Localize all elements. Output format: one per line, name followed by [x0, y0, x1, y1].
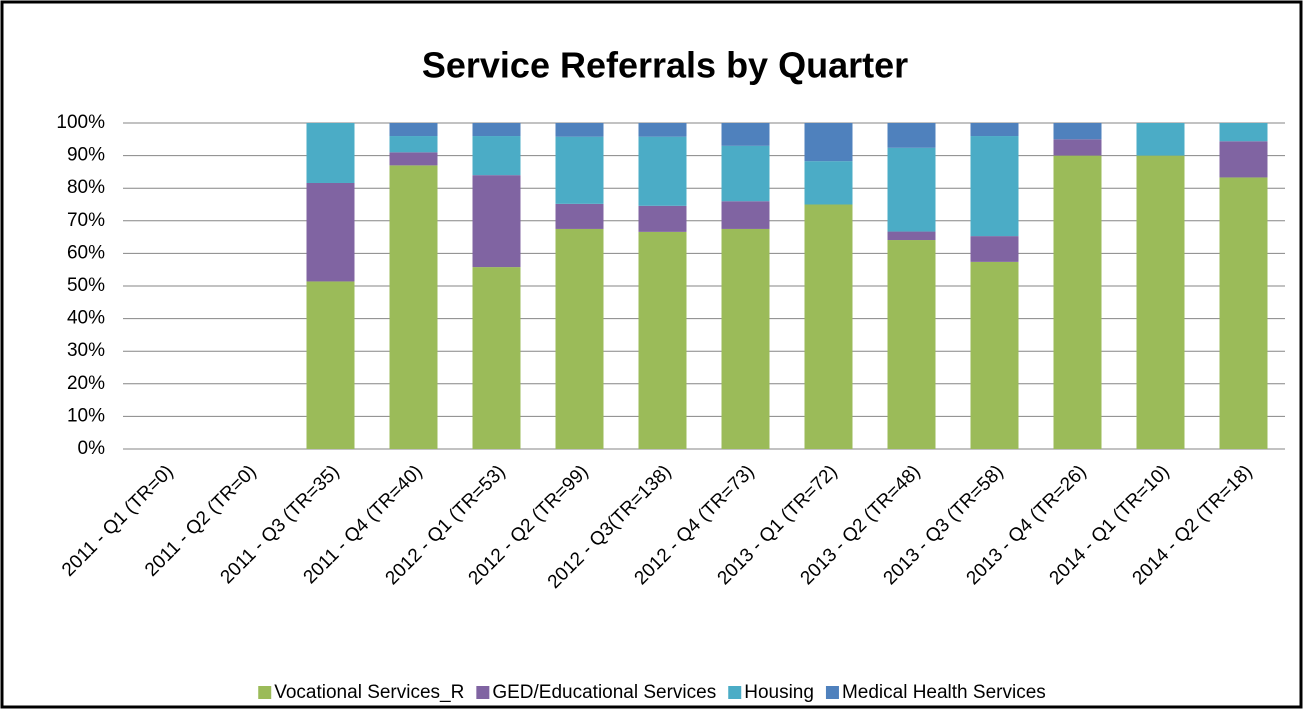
bar-segment [1219, 177, 1268, 449]
bar-segment [555, 203, 604, 229]
bar-segment [721, 123, 770, 146]
bar-segment [804, 123, 853, 162]
legend-label: Housing [744, 682, 814, 703]
bar-segment [887, 147, 936, 232]
bar-segment [638, 136, 687, 206]
bar-segment [970, 236, 1019, 262]
y-tick-label: 0% [78, 438, 106, 459]
bar-segment [472, 267, 521, 449]
bar-segment [1219, 141, 1268, 178]
bar-segment [721, 228, 770, 449]
bar-segment [306, 123, 355, 183]
y-tick-label: 10% [67, 405, 105, 426]
bar-segment [389, 165, 438, 449]
legend-swatch [476, 686, 490, 699]
bar-segment [970, 123, 1019, 137]
y-tick-label: 80% [67, 177, 105, 198]
bar-segment [472, 175, 521, 268]
bar-segment [638, 205, 687, 232]
bar-segment [638, 123, 687, 137]
bar-segment [804, 161, 853, 205]
bar-segment [804, 204, 853, 449]
bar-segment [389, 123, 438, 137]
chart-title: Service Referrals by Quarter [422, 45, 908, 86]
bar-segment [555, 123, 604, 137]
legend-label: Vocational Services_R [274, 682, 464, 703]
y-tick-label: 90% [67, 145, 105, 166]
y-tick-label: 30% [67, 340, 105, 361]
bar-segment [389, 136, 438, 153]
y-tick-label: 60% [67, 242, 105, 263]
bar-segment [472, 136, 521, 176]
bar-segment [472, 123, 521, 137]
legend: Vocational Services_R GED/Educational Ser… [258, 682, 1046, 703]
bar-segment [1053, 139, 1102, 156]
bar-segment [887, 231, 936, 241]
y-tick-label: 70% [67, 210, 105, 231]
bar-segment [1136, 155, 1185, 449]
legend-swatch [728, 686, 742, 699]
bar-segment [970, 261, 1019, 449]
bar-segment [1136, 123, 1185, 156]
bar-segment [555, 136, 604, 204]
y-tick-label: 50% [67, 275, 105, 296]
bar-segment [638, 231, 687, 449]
y-tick-label: 20% [67, 373, 105, 394]
y-tick-label: 40% [67, 308, 105, 329]
legend-label: GED/Educational Services [492, 682, 716, 703]
bar-segment [1053, 155, 1102, 449]
legend-swatch [258, 686, 272, 699]
legend-label: Medical Health Services [842, 682, 1046, 703]
bar-segment [306, 281, 355, 449]
bar-segment [389, 152, 438, 166]
bar-segment [1219, 123, 1268, 142]
legend-swatch [825, 686, 839, 699]
bar-segment [721, 145, 770, 202]
bar-segment [721, 201, 770, 229]
bar-segment [555, 228, 604, 449]
bar-segment [970, 136, 1019, 237]
bar-segment [1053, 123, 1102, 140]
bar-segment [887, 240, 936, 449]
bar-segment [887, 123, 936, 148]
bar-segment [306, 182, 355, 282]
y-tick-label: 100% [56, 112, 105, 133]
